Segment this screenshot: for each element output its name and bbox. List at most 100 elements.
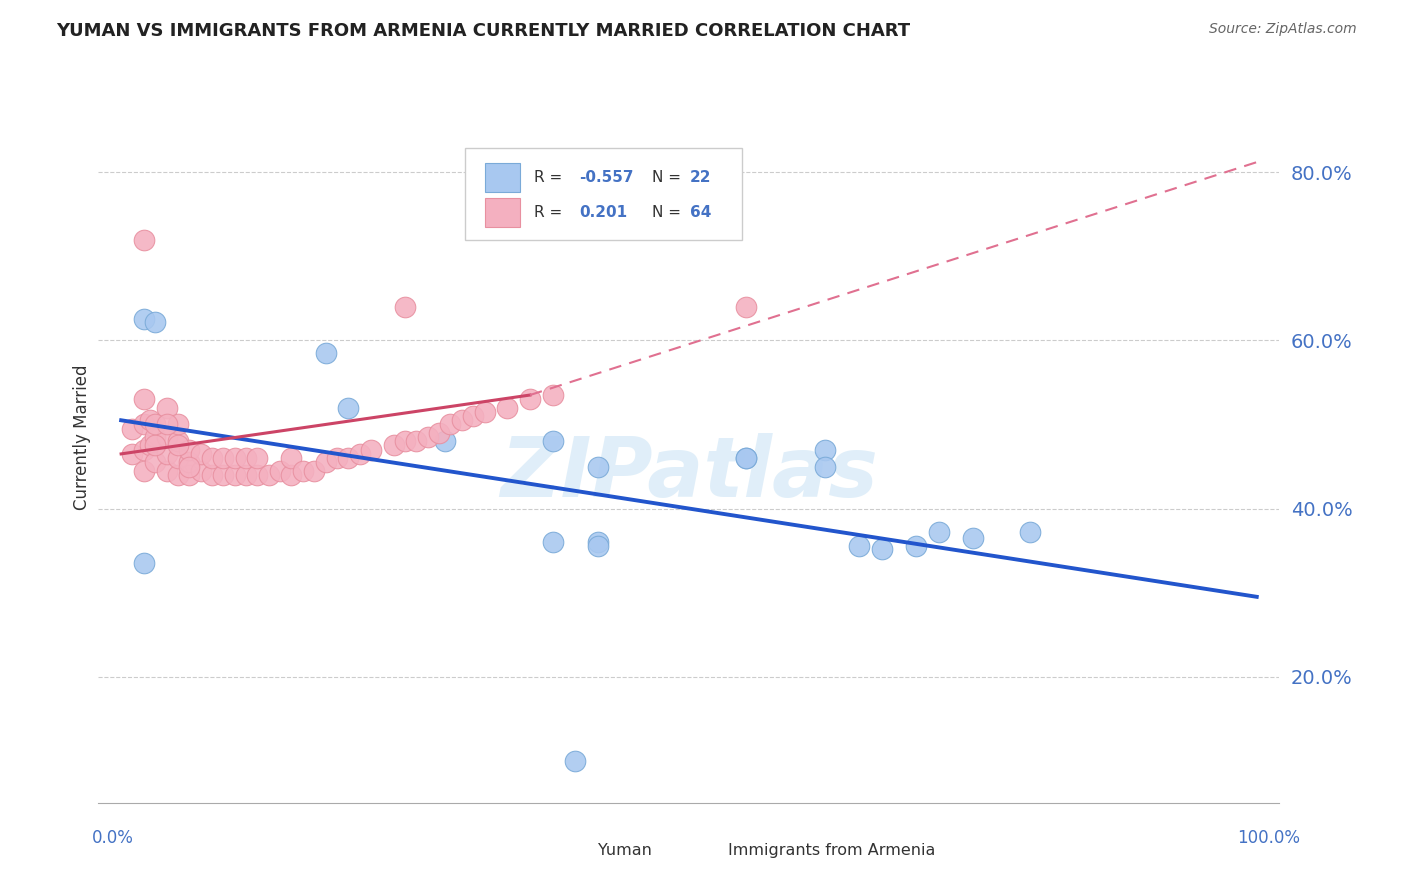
Text: 0.0%: 0.0% — [91, 829, 134, 847]
Point — [167, 417, 190, 432]
Point — [564, 754, 586, 768]
Point — [541, 434, 564, 449]
Point — [337, 451, 360, 466]
Point — [143, 430, 166, 444]
Point — [246, 451, 269, 466]
Point — [132, 417, 155, 432]
Text: N =: N = — [652, 205, 686, 220]
Text: Yuman: Yuman — [598, 843, 652, 858]
Point — [167, 438, 190, 452]
Point — [302, 464, 325, 478]
Point — [291, 464, 314, 478]
Point — [280, 451, 302, 466]
Point — [734, 300, 756, 314]
Point — [132, 392, 155, 407]
Point — [132, 556, 155, 570]
Text: 0.201: 0.201 — [579, 205, 627, 220]
Point — [212, 451, 235, 466]
Point — [132, 233, 155, 247]
Point — [405, 434, 427, 449]
Point — [382, 438, 405, 452]
Text: R =: R = — [534, 169, 568, 185]
Point — [179, 442, 201, 457]
Point — [360, 442, 382, 457]
Point — [143, 315, 166, 329]
Point — [155, 464, 177, 478]
Bar — [695, 839, 721, 862]
Point — [201, 467, 224, 482]
Point — [586, 459, 609, 474]
Point — [143, 417, 166, 432]
Point — [814, 459, 837, 474]
Text: YUMAN VS IMMIGRANTS FROM ARMENIA CURRENTLY MARRIED CORRELATION CHART: YUMAN VS IMMIGRANTS FROM ARMENIA CURRENT… — [56, 22, 910, 40]
Text: R =: R = — [534, 205, 568, 220]
Point — [416, 430, 439, 444]
Point — [235, 451, 257, 466]
Point — [155, 430, 177, 444]
FancyBboxPatch shape — [464, 148, 742, 240]
Point — [870, 541, 893, 556]
Point — [496, 401, 519, 415]
Point — [179, 459, 201, 474]
Point — [962, 531, 984, 545]
Bar — [565, 839, 591, 862]
Point — [433, 434, 456, 449]
Text: 64: 64 — [690, 205, 711, 220]
Point — [541, 535, 564, 549]
Point — [132, 312, 155, 326]
Text: ZIPatlas: ZIPatlas — [501, 434, 877, 514]
Point — [138, 413, 160, 427]
Point — [235, 467, 257, 482]
Point — [121, 447, 143, 461]
Point — [269, 464, 291, 478]
Text: 100.0%: 100.0% — [1237, 829, 1301, 847]
Point — [586, 535, 609, 549]
Point — [394, 434, 416, 449]
Point — [734, 451, 756, 466]
Point — [143, 438, 166, 452]
Point — [132, 442, 155, 457]
Bar — [485, 198, 520, 227]
Point — [155, 447, 177, 461]
Point — [439, 417, 461, 432]
Point — [190, 447, 212, 461]
Bar — [485, 163, 520, 192]
Text: Immigrants from Armenia: Immigrants from Armenia — [728, 843, 935, 858]
Point — [190, 464, 212, 478]
Point — [224, 451, 246, 466]
Point — [848, 540, 870, 554]
Point — [201, 451, 224, 466]
Text: -0.557: -0.557 — [579, 169, 634, 185]
Text: N =: N = — [652, 169, 686, 185]
Point — [179, 455, 201, 469]
Point — [337, 401, 360, 415]
Point — [326, 451, 349, 466]
Point — [394, 300, 416, 314]
Point — [463, 409, 485, 423]
Point — [928, 525, 950, 540]
Point — [315, 346, 337, 360]
Point — [586, 540, 609, 554]
Point — [138, 438, 160, 452]
Point — [474, 405, 496, 419]
Point — [427, 425, 450, 440]
Point — [143, 455, 166, 469]
Point — [280, 467, 302, 482]
Point — [212, 467, 235, 482]
Point — [814, 442, 837, 457]
Text: 22: 22 — [690, 169, 711, 185]
Point — [167, 434, 190, 449]
Y-axis label: Currently Married: Currently Married — [73, 364, 91, 510]
Point — [315, 455, 337, 469]
Point — [349, 447, 371, 461]
Point — [121, 422, 143, 436]
Point — [155, 401, 177, 415]
Point — [257, 467, 280, 482]
Point — [179, 467, 201, 482]
Point — [167, 467, 190, 482]
Point — [155, 417, 177, 432]
Point — [132, 464, 155, 478]
Point — [224, 467, 246, 482]
Point — [519, 392, 541, 407]
Point — [905, 540, 928, 554]
